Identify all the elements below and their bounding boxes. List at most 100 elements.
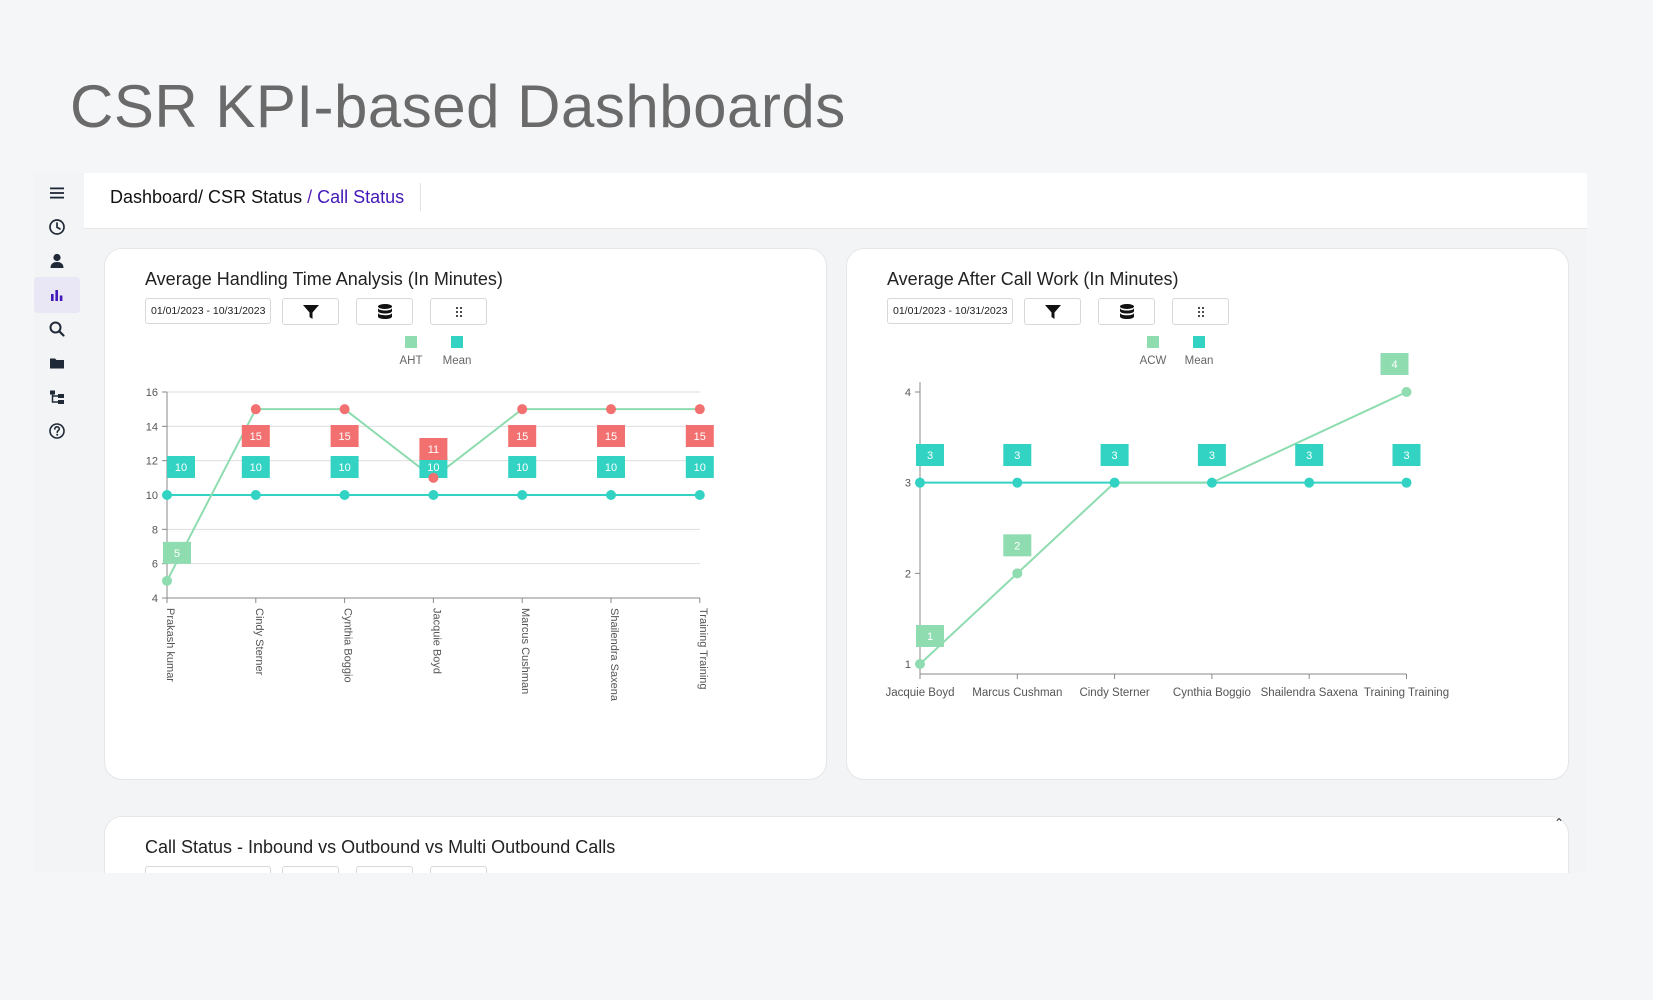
sidebar-item-users[interactable] bbox=[34, 243, 80, 279]
mean-data-label: 10 bbox=[338, 462, 350, 474]
mean-point bbox=[162, 490, 172, 500]
database-icon bbox=[1119, 303, 1134, 319]
mean-data-label: 10 bbox=[516, 462, 528, 474]
mean-point bbox=[1109, 477, 1120, 488]
y-tick-label: 4 bbox=[905, 387, 911, 399]
x-tick-label: Cindy Sterner bbox=[1079, 687, 1149, 699]
sidebar-menu-button[interactable] bbox=[34, 175, 80, 211]
aht-data-label: 15 bbox=[694, 431, 706, 443]
mean-data-label-box bbox=[1003, 444, 1032, 466]
acw-line bbox=[919, 391, 1407, 665]
x-tick-label: Training Training bbox=[1364, 687, 1449, 699]
mean-data-label-box bbox=[916, 444, 944, 466]
call-status-database-button[interactable] bbox=[356, 866, 413, 873]
aht-point bbox=[162, 575, 172, 586]
mean-point bbox=[915, 477, 925, 488]
sidebar-item-files[interactable] bbox=[34, 345, 80, 381]
mean-data-label: 3 bbox=[1209, 450, 1215, 462]
acw-filter-button[interactable] bbox=[1024, 298, 1081, 325]
mean-data-label-box bbox=[241, 456, 270, 478]
mean-data-label-box bbox=[1100, 444, 1129, 466]
x-tick-label: Cynthia Boggio bbox=[1173, 687, 1251, 699]
app-window: Dashboard/ CSR Status / Call Status Aver… bbox=[34, 173, 1587, 873]
call-status-date-range-input[interactable] bbox=[145, 866, 271, 873]
acw-point bbox=[1012, 568, 1023, 579]
acw-date-range-input[interactable]: 01/01/2023 - 10/31/2023 bbox=[887, 298, 1013, 324]
breadcrumb-dashboard[interactable]: Dashboard/ CSR Status bbox=[110, 186, 303, 207]
x-tick-label: Cindy Sterner bbox=[253, 608, 265, 676]
acw-data-label-box bbox=[1003, 534, 1032, 557]
x-tick-label: Shailendra Saxena bbox=[608, 608, 620, 702]
mean-point bbox=[1206, 477, 1217, 488]
call-status-card-title: Call Status - Inbound vs Outbound vs Mul… bbox=[145, 837, 616, 857]
sidebar-item-search[interactable] bbox=[34, 311, 80, 347]
mean-data-label-box bbox=[167, 456, 195, 478]
mean-point bbox=[428, 490, 439, 500]
mean-data-label: 10 bbox=[175, 462, 187, 474]
y-tick-label: 14 bbox=[146, 421, 158, 433]
legend-swatch-aht bbox=[405, 336, 417, 348]
breadcrumb-separator: / bbox=[307, 186, 313, 207]
mean-point bbox=[606, 490, 616, 500]
call-status-filter-button[interactable] bbox=[282, 866, 339, 873]
aht-data-label: 15 bbox=[250, 431, 262, 443]
main-content: Dashboard/ CSR Status / Call Status Aver… bbox=[84, 173, 1587, 873]
acw-data-label: 1 bbox=[927, 631, 933, 643]
acw-point bbox=[1401, 387, 1412, 397]
x-tick-label: Prakash kumar bbox=[164, 608, 176, 682]
mean-data-label-box bbox=[1392, 444, 1421, 466]
acw-data-label: 4 bbox=[1391, 359, 1397, 371]
sidebar-item-help[interactable] bbox=[34, 413, 80, 449]
aht-point bbox=[339, 404, 350, 415]
legend-swatch-acw bbox=[1147, 336, 1159, 348]
breadcrumb: Dashboard/ CSR Status / Call Status bbox=[110, 183, 422, 211]
acw-point bbox=[915, 659, 925, 669]
aht-filter-button[interactable] bbox=[282, 298, 339, 325]
legend-label-mean: Mean bbox=[443, 355, 472, 367]
sidebar-item-hierarchy[interactable] bbox=[34, 379, 80, 415]
mean-point bbox=[517, 490, 528, 500]
acw-chart-card: Average After Call Work (In Minutes) 01/… bbox=[846, 248, 1569, 780]
breadcrumb-current[interactable]: Call Status bbox=[317, 186, 405, 207]
x-tick-label: Marcus Cushman bbox=[972, 687, 1062, 699]
mean-data-label-box bbox=[419, 456, 448, 478]
filter-icon bbox=[302, 304, 319, 319]
sidebar-item-history[interactable] bbox=[34, 209, 80, 245]
clock-icon bbox=[49, 219, 65, 235]
y-tick-label: 10 bbox=[146, 490, 158, 502]
x-tick-label: Jacquie Boyd bbox=[430, 608, 442, 674]
sidebar-item-analytics[interactable] bbox=[34, 277, 80, 313]
menu-icon bbox=[50, 187, 64, 199]
aht-data-label: 15 bbox=[516, 431, 528, 443]
call-status-drag-handle-button[interactable] bbox=[430, 866, 487, 873]
aht-data-label: 15 bbox=[605, 431, 617, 443]
aht-database-button[interactable] bbox=[356, 298, 413, 325]
aht-data-label-box bbox=[241, 425, 270, 447]
scroll-up-icon[interactable]: ⌃ bbox=[1553, 816, 1565, 830]
acw-data-label-box bbox=[1380, 353, 1409, 375]
mean-data-label-box bbox=[508, 456, 537, 478]
mean-data-label-box bbox=[1295, 444, 1324, 466]
x-tick-label: Shailendra Saxena bbox=[1261, 687, 1359, 699]
aht-drag-handle-button[interactable] bbox=[430, 298, 487, 325]
aht-date-range-input[interactable]: 01/01/2023 - 10/31/2023 bbox=[145, 298, 271, 324]
page-title: CSR KPI-based Dashboards bbox=[70, 73, 846, 140]
y-tick-label: 2 bbox=[905, 568, 911, 580]
mean-data-label-box bbox=[685, 456, 714, 478]
search-icon bbox=[49, 321, 65, 337]
aht-data-label: 5 bbox=[174, 548, 180, 560]
y-tick-label: 3 bbox=[905, 478, 911, 490]
drag-handle-icon bbox=[455, 306, 462, 317]
x-tick-label: Jacquie Boyd bbox=[885, 687, 954, 699]
acw-drag-handle-button[interactable] bbox=[1172, 298, 1229, 325]
legend-label-acw: ACW bbox=[1140, 355, 1167, 367]
drag-handle-icon bbox=[1197, 306, 1204, 317]
mean-data-label-box bbox=[1197, 444, 1226, 466]
aht-data-label-box bbox=[330, 425, 359, 447]
y-tick-label: 16 bbox=[146, 387, 158, 399]
aht-data-label-box bbox=[685, 425, 714, 447]
mean-data-label: 3 bbox=[927, 450, 933, 462]
y-tick-label: 1 bbox=[905, 659, 911, 671]
acw-database-button[interactable] bbox=[1098, 298, 1155, 325]
x-tick-label: Cynthia Boggio bbox=[342, 608, 354, 683]
